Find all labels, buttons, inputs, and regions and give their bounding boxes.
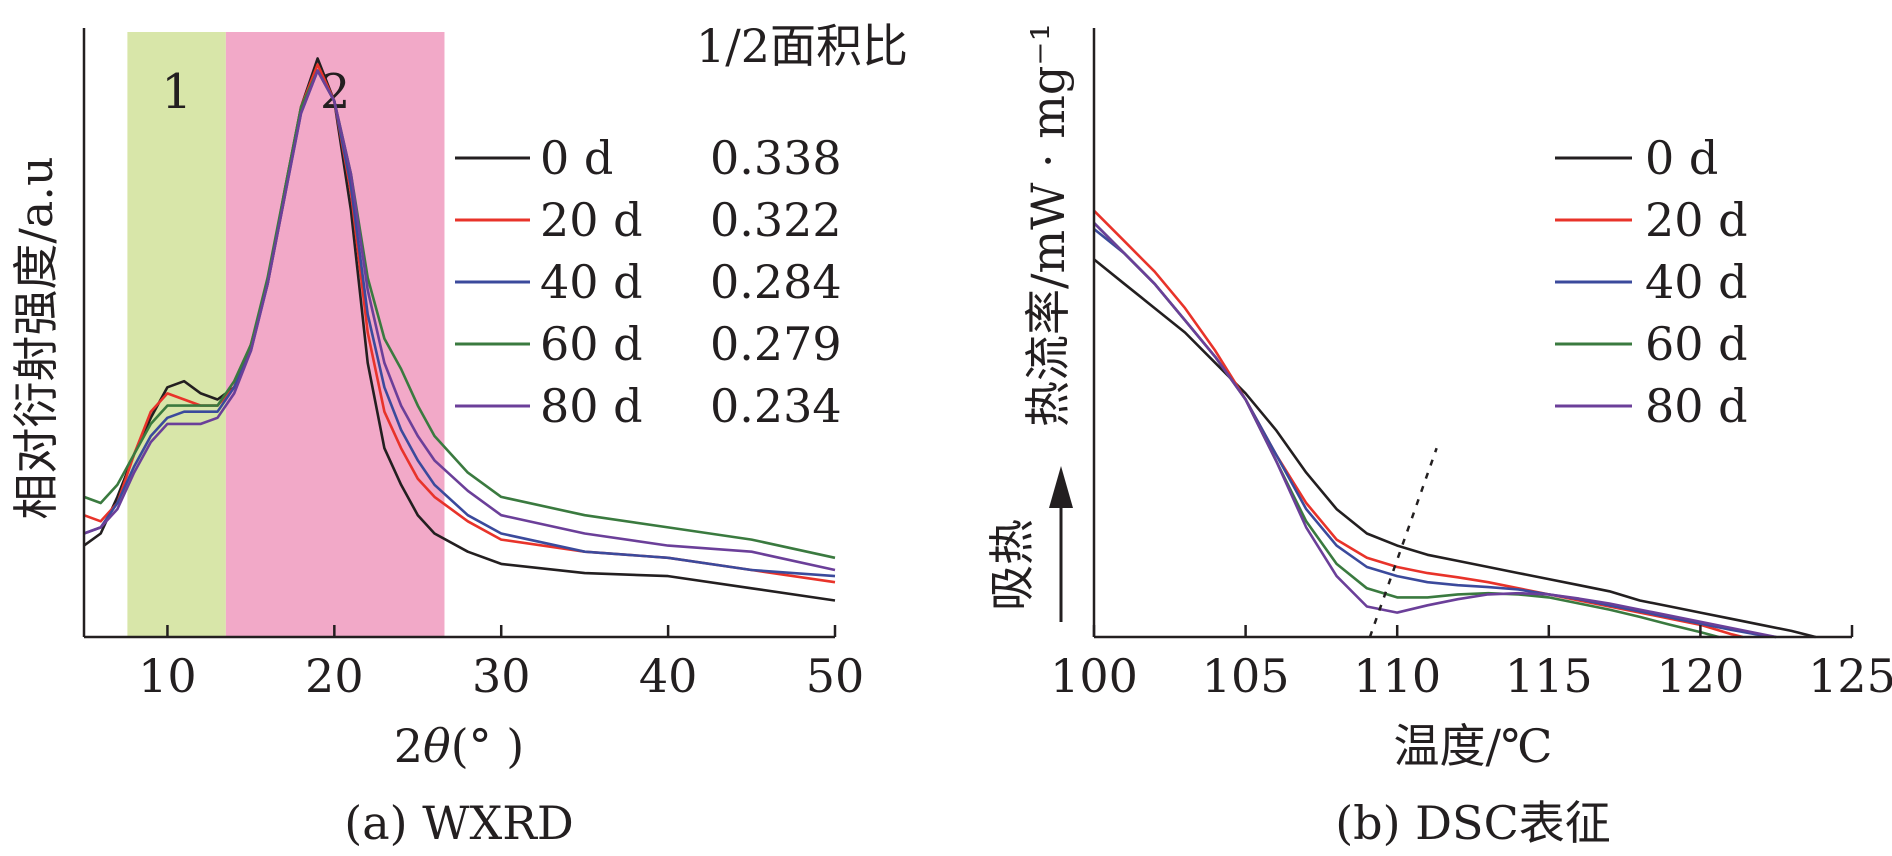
wxrd-x-tick-label: 50	[806, 649, 865, 703]
wxrd-x-tick-label: 10	[138, 649, 197, 703]
dsc-tangent-line	[1368, 447, 1438, 638]
dsc-x-tick-label: 125	[1808, 649, 1892, 703]
wxrd-x-tick-label: 20	[305, 649, 364, 703]
dsc-x-tick-label: 100	[1050, 649, 1138, 703]
dsc-x-tick-label: 120	[1656, 649, 1744, 703]
dsc-series-line-0	[1093, 258, 1816, 639]
wxrd-legend-header: 1/2面积比	[696, 19, 908, 73]
wxrd-series-line-4	[83, 69, 836, 572]
dsc-x-axis-title: 温度/℃	[1394, 719, 1553, 773]
wxrd-region-2	[225, 32, 445, 637]
wxrd-x-tick-label: 30	[472, 649, 531, 703]
dsc-series-line-4	[1093, 221, 1777, 639]
wxrd-x-ticks: 10 20 30 40 50	[138, 625, 864, 703]
dsc-series	[1093, 209, 1816, 639]
wxrd-region-1	[127, 32, 226, 637]
wxrd-region-1-label: 1	[161, 64, 192, 120]
wxrd-y-axis-title: 相对衍射强度/a.u	[9, 156, 63, 519]
dsc-panel: 100 105 110 115 120 125 热流率/mW · mg⁻¹ 吸热 温度/℃…	[985, 23, 1892, 850]
wxrd-legend-ratio: 0.322	[710, 193, 842, 247]
endotherm-label: 吸热	[985, 519, 1039, 611]
wxrd-legend-label: 40 d	[540, 255, 643, 309]
dsc-x-tick-label: 110	[1353, 649, 1441, 703]
wxrd-legend-label: 80 d	[540, 379, 643, 433]
wxrd-legend-ratio: 0.338	[710, 131, 842, 185]
wxrd-legend-entries: 0 d 0.338 20 d 0.322 40 d 0.284 60 d 0.279 80 d 0…	[455, 131, 842, 433]
wxrd-series	[83, 57, 836, 602]
dsc-x-tick-label: 115	[1505, 649, 1593, 703]
endotherm-indicator: 吸热	[985, 466, 1073, 622]
dsc-series-line-3	[1093, 221, 1719, 639]
dsc-y-axis-title: 热流率/mW · mg⁻¹	[1021, 23, 1075, 427]
dsc-x-ticks: 100 105 110 115 120 125	[1050, 625, 1892, 703]
wxrd-legend-label: 20 d	[540, 193, 643, 247]
wxrd-legend-label: 60 d	[540, 317, 643, 371]
dsc-x-tick-label: 105	[1202, 649, 1290, 703]
dsc-legend-label: 80 d	[1645, 379, 1748, 433]
endotherm-arrow-icon	[1049, 466, 1073, 508]
wxrd-legend-ratio: 0.234	[710, 379, 842, 433]
dsc-legend-label: 60 d	[1645, 317, 1748, 371]
wxrd-caption: (a) WXRD	[344, 796, 573, 850]
dsc-legend-label: 20 d	[1645, 193, 1748, 247]
wxrd-legend-ratio: 0.279	[710, 317, 842, 371]
dsc-legend-label: 40 d	[1645, 255, 1748, 309]
wxrd-x-axis-title: 2θ(° )	[394, 719, 525, 773]
wxrd-legend-ratio: 0.284	[710, 255, 842, 309]
wxrd-x-tick-label: 40	[639, 649, 698, 703]
dsc-caption: (b) DSC表征	[1335, 796, 1611, 850]
wxrd-legend-label: 0 d	[540, 131, 613, 185]
wxrd-legend: 1/2面积比 0 d 0.338 20 d 0.322 40 d 0.284 60 d 0.2…	[455, 19, 908, 433]
dsc-legend-label: 0 d	[1645, 131, 1718, 185]
dsc-legend: 0 d 20 d 40 d 60 d 80 d	[1555, 131, 1748, 433]
